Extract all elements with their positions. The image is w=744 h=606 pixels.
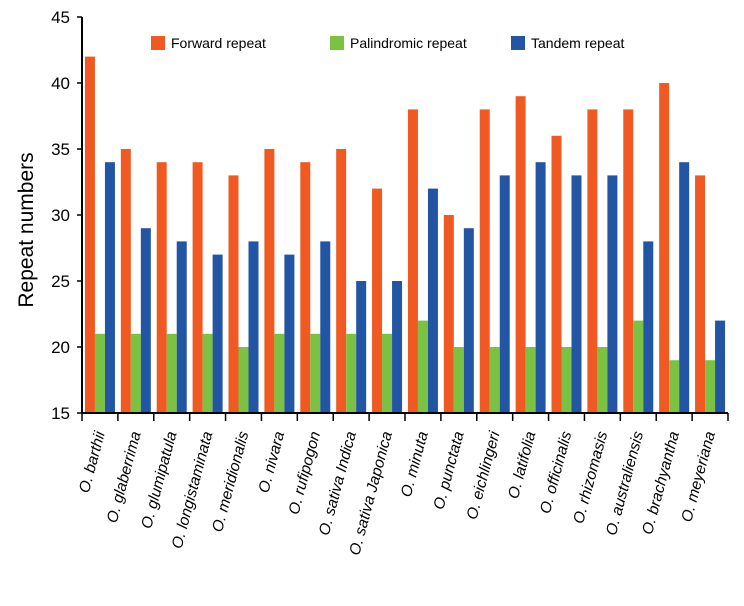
x-tick-label: O. minuta [398,429,432,499]
bar-tandem-repeat [140,228,151,413]
bar-palindromic-repeat [346,333,357,413]
y-axis-ticks: 15 20 25 30 35 40 45 [51,8,82,423]
legend-swatch [151,36,165,50]
x-tick-label: O. brachyantha [639,429,683,536]
bar-palindromic-repeat [274,333,285,413]
x-tick-label: O. barthii [76,429,109,495]
y-tick-label: 30 [51,206,70,225]
bar-palindromic-repeat [417,320,428,413]
bar-tandem-repeat [607,175,618,413]
bars-group [84,56,726,414]
bar-palindromic-repeat [382,333,393,413]
bar-forward-repeat [443,215,454,413]
bar-forward-repeat [659,83,670,413]
bar-tandem-repeat [176,241,187,413]
bar-tandem-repeat [535,162,546,413]
bar-palindromic-repeat [633,320,644,413]
bar-forward-repeat [228,175,239,413]
bar-forward-repeat [551,135,562,414]
bar-forward-repeat [192,162,203,413]
bar-palindromic-repeat [669,360,680,413]
bar-tandem-repeat [715,320,726,413]
bar-palindromic-repeat [238,347,249,413]
bar-palindromic-repeat [130,333,141,413]
bar-tandem-repeat [212,254,223,413]
x-tick-label: O. glaberrima [104,429,145,524]
bar-forward-repeat [515,96,526,413]
bar-tandem-repeat [571,175,582,413]
y-tick-label: 15 [51,404,70,423]
bar-forward-repeat [372,188,383,413]
bar-forward-repeat [587,109,598,414]
bar-palindromic-repeat [166,333,177,413]
bar-forward-repeat [300,162,311,413]
x-tick-label: O. meyeriana [678,429,719,524]
y-axis-label: Repeat numbers [15,152,38,307]
bar-forward-repeat [407,109,418,414]
x-tick-label: O. nivara [256,429,289,495]
y-tick-label: 35 [51,140,70,159]
bar-palindromic-repeat [453,347,464,413]
bar-palindromic-repeat [705,360,716,413]
bar-tandem-repeat [248,241,259,413]
bar-tandem-repeat [356,281,367,413]
bar-palindromic-repeat [202,333,213,413]
bar-palindromic-repeat [94,333,105,413]
legend-swatch [511,36,525,50]
x-tick-label: O. punctata [431,429,468,511]
legend-label: Forward repeat [171,35,266,51]
bar-forward-repeat [695,175,706,413]
x-tick-label: O. glumipatula [138,429,180,530]
bar-forward-repeat [623,109,634,414]
bar-tandem-repeat [104,162,115,413]
x-tick-label: O. officinalis [537,429,575,515]
x-tick-label: O. rufipogon [286,430,325,517]
bar-tandem-repeat [499,175,510,413]
y-tick-label: 45 [51,8,70,27]
x-tick-label: O. sativa Indica [316,429,360,537]
bar-forward-repeat [336,149,347,413]
bar-tandem-repeat [679,162,690,413]
x-tick-label: O. latifolia [505,429,539,500]
y-tick-label: 25 [51,272,70,291]
bar-forward-repeat [156,162,167,413]
x-tick-label: O. eichlingeri [464,429,504,521]
bar-palindromic-repeat [561,347,572,413]
y-tick-label: 40 [51,74,70,93]
bar-tandem-repeat [427,188,438,413]
x-tick-label: O. rhizomasis [570,429,611,525]
bar-tandem-repeat [463,228,474,413]
legend: Forward repeat Palindromic repeat Tandem r… [151,35,625,51]
legend-label: Tandem repeat [531,35,625,51]
bar-palindromic-repeat [525,347,536,413]
bar-palindromic-repeat [310,333,321,413]
bar-tandem-repeat [320,241,331,413]
bar-tandem-repeat [284,254,295,413]
bar-tandem-repeat [643,241,654,413]
x-tick-label: O. australiensis [603,429,647,537]
bar-palindromic-repeat [489,347,500,413]
bar-forward-repeat [84,56,95,413]
bar-forward-repeat [264,149,275,413]
bar-tandem-repeat [392,281,403,413]
bar-forward-repeat [479,109,490,414]
x-tick-label: O. meridionalis [209,429,252,533]
legend-label: Palindromic repeat [350,35,467,51]
legend-swatch [330,36,344,50]
y-tick-label: 20 [51,338,70,357]
bar-palindromic-repeat [597,347,608,413]
bar-forward-repeat [120,149,131,413]
